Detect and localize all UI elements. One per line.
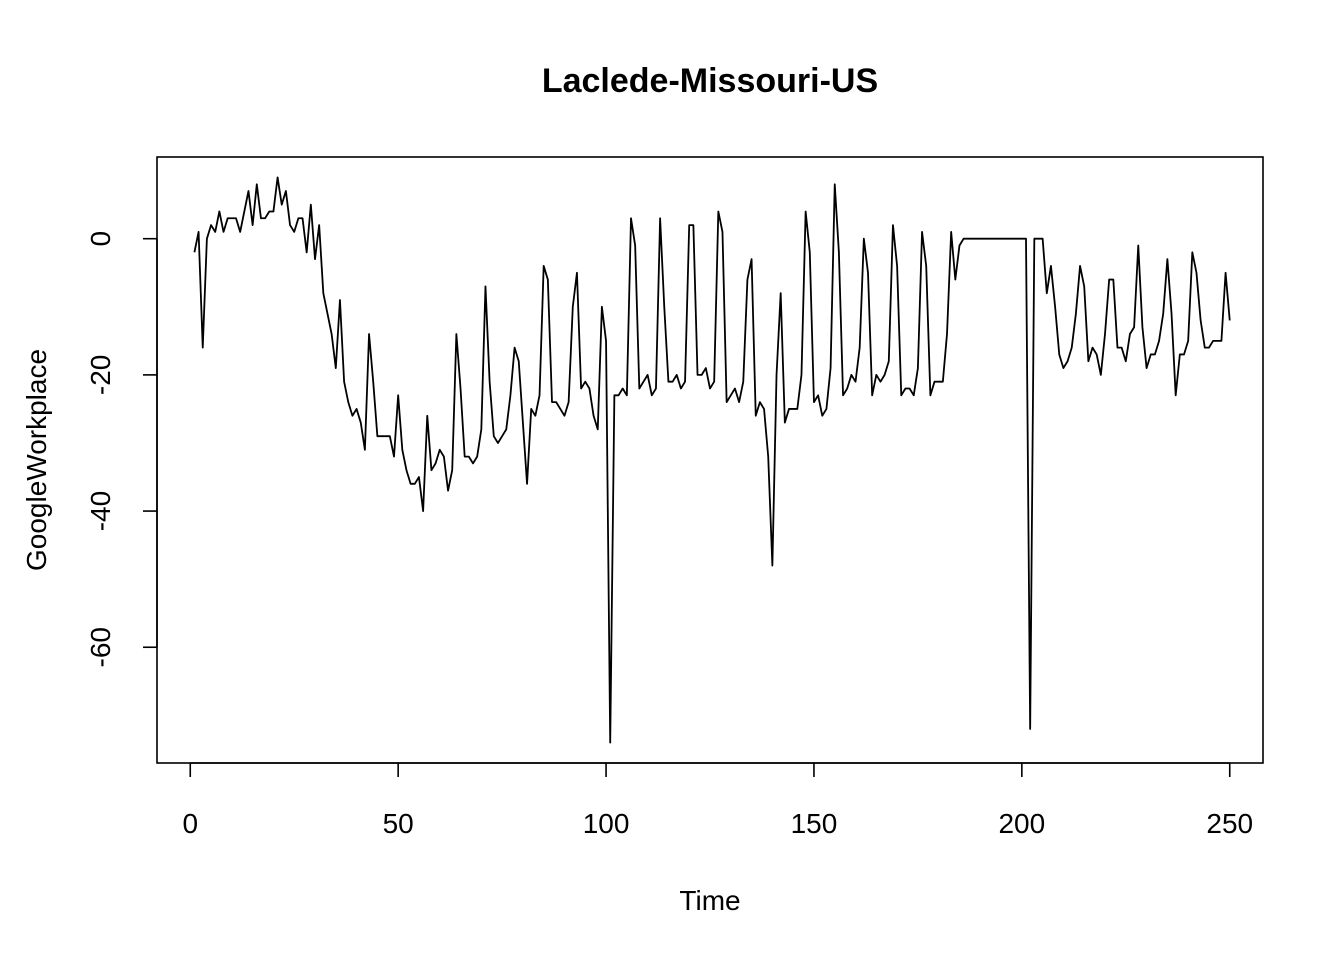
plot-frame bbox=[157, 157, 1263, 763]
y-tick-label: 0 bbox=[85, 231, 116, 247]
y-tick-label: -60 bbox=[85, 627, 116, 667]
y-tick-label: -20 bbox=[85, 355, 116, 395]
x-tick-label: 200 bbox=[998, 808, 1045, 839]
x-tick-label: 50 bbox=[383, 808, 414, 839]
y-axis-label: GoogleWorkplace bbox=[21, 349, 52, 571]
x-axis: 0 50 100 150 200 250 bbox=[182, 763, 1253, 839]
y-tick-label: -40 bbox=[85, 491, 116, 531]
x-tick-label: 0 bbox=[182, 808, 198, 839]
chart-title: Laclede-Missouri-US bbox=[542, 62, 878, 100]
series-line bbox=[194, 177, 1229, 742]
x-tick-label: 100 bbox=[583, 808, 630, 839]
y-axis: 0 -20 -40 -60 bbox=[85, 231, 157, 668]
x-axis-label: Time bbox=[679, 885, 740, 916]
x-tick-label: 250 bbox=[1206, 808, 1253, 839]
x-tick-label: 150 bbox=[791, 808, 838, 839]
